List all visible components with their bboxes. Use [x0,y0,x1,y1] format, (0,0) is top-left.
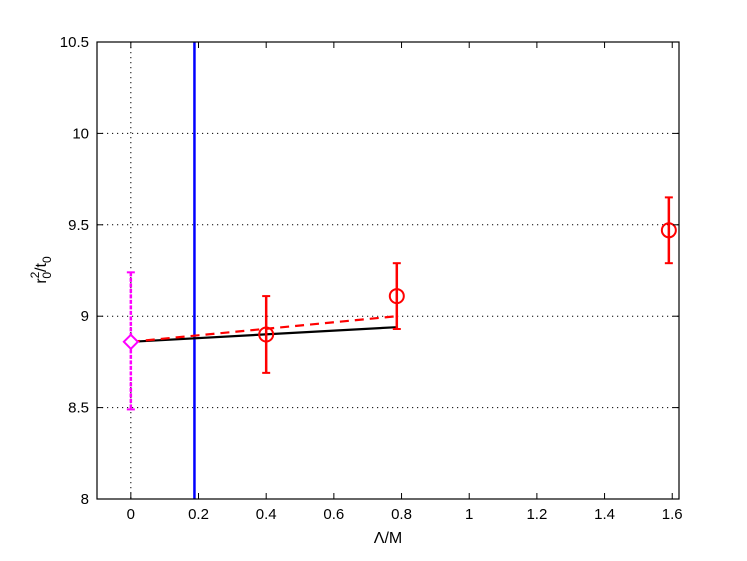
y-axis-label-rest: /t [33,262,50,271]
y-axis-label-base: r [33,278,50,284]
y-axis-label: r20/t0 [28,256,54,284]
data-marks [122,196,677,411]
y-tick-label: 8 [81,491,89,508]
data-point-circle [388,288,405,305]
y-axis-label-sup: 2 [28,271,42,278]
fit-lines [130,315,397,343]
plot-background [97,42,679,499]
y-tick-label: 9.5 [68,217,89,234]
data-point-diamond [122,333,140,351]
y-axis-label-sub2: 0 [40,256,54,263]
x-tick-label: 0.2 [188,506,209,523]
x-tick-label: 0.8 [391,506,412,523]
x-tick-label: 0.4 [256,506,277,523]
solid-fit-line [130,326,397,343]
y-axis-label-sub: 0 [40,272,54,279]
plot-frame [96,41,680,500]
tick-labels: 8 8.5 9 9.5 10 10.5 0 0.2 0.4 0.6 0.8 1 1.2 1.4 1.6 [60,34,683,523]
y-tick-label: 9 [81,308,89,325]
y-tick-label: 10.5 [60,34,89,51]
x-tick-label: 0.6 [323,506,344,523]
x-tick-label: 1.2 [526,506,547,523]
x-tick-label: 0 [127,506,135,523]
data-point-circle [660,222,677,239]
data-point-circle [258,326,275,343]
y-tick-label: 8.5 [68,400,89,417]
x-tick-label: 1.4 [594,506,615,523]
ticks [97,41,679,500]
x-tick-label: 1 [465,506,473,523]
x-tick-label: 1.6 [662,506,683,523]
y-tick-label: 10 [72,125,89,142]
x-axis-label: Λ/M [374,530,402,547]
reference-lines [130,42,196,499]
